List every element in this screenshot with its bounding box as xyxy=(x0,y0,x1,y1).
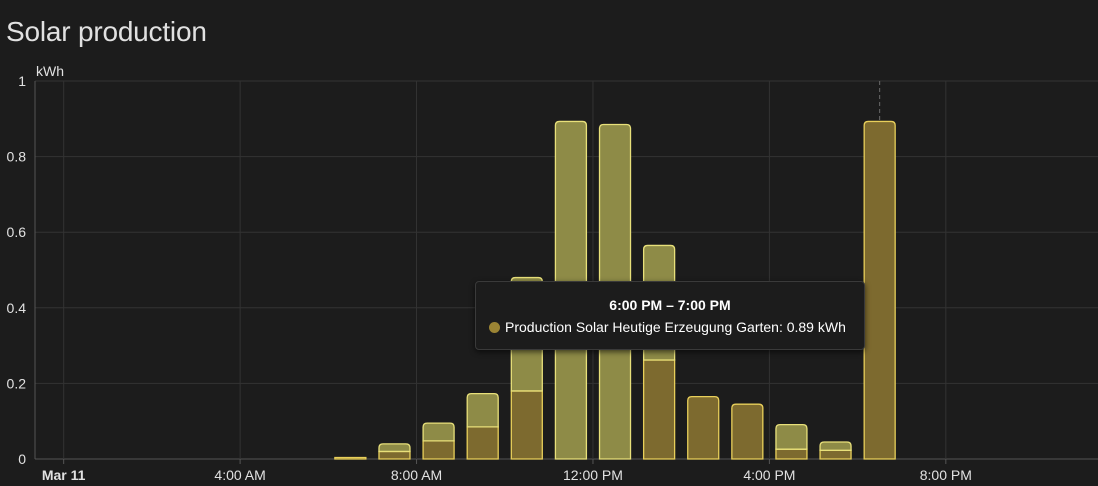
bar-segment-8h-series-1[interactable] xyxy=(422,422,455,442)
x-tick-label: 4:00 PM xyxy=(743,467,795,483)
bar-segment-14h-series-0[interactable] xyxy=(687,395,720,460)
bar-segment-7h-series-1[interactable] xyxy=(378,443,411,453)
y-tick-label: 0.4 xyxy=(7,300,27,316)
bar-segment-9h-series-0[interactable] xyxy=(466,426,499,460)
y-tick-label: 0.8 xyxy=(7,149,27,165)
chart-tooltip: 6:00 PM – 7:00 PM Production Solar Heuti… xyxy=(475,281,865,350)
bar-segment-8h-series-0[interactable] xyxy=(422,440,455,460)
x-tick-label: Mar 11 xyxy=(42,467,86,483)
bar-segment-9h-series-1[interactable] xyxy=(466,392,499,428)
y-tick-label: 1 xyxy=(18,73,26,89)
bar-segment-16h-series-1[interactable] xyxy=(775,423,808,450)
bar-segment-16h-series-0[interactable] xyxy=(775,448,808,460)
bar-segment-15h-series-0[interactable] xyxy=(731,403,764,460)
bar-segment-18h-series-0[interactable] xyxy=(863,120,896,460)
bar-segment-17h-series-1[interactable] xyxy=(819,441,852,451)
y-tick-label: 0 xyxy=(18,451,26,467)
tooltip-entry-text: Production Solar Heutige Erzeugung Garte… xyxy=(505,319,846,335)
x-tick-label: 8:00 AM xyxy=(391,467,442,483)
tooltip-entry: Production Solar Heutige Erzeugung Garte… xyxy=(489,319,846,335)
bar-segment-10h-series-0[interactable] xyxy=(510,390,543,460)
x-tick-label: 8:00 PM xyxy=(920,467,972,483)
y-axis-unit-label: kWh xyxy=(36,63,64,79)
chart-tick-labels: 0 0.2 0.4 0.6 0.8 1 Mar 11 4:00 AM 8:00 AM 12:00 … xyxy=(7,73,972,483)
chart-axes: kWh xyxy=(36,63,64,79)
bar-segment-13h-series-0[interactable] xyxy=(642,359,676,460)
x-tick-label: 4:00 AM xyxy=(214,467,265,483)
bar-segment-7h-series-0[interactable] xyxy=(378,450,411,460)
tooltip-title: 6:00 PM – 7:00 PM xyxy=(609,297,731,313)
bar-segment-17h-series-0[interactable] xyxy=(819,449,852,460)
y-tick-label: 0.6 xyxy=(7,224,27,240)
y-tick-label: 0.2 xyxy=(7,375,27,391)
series-color-dot-icon xyxy=(489,322,500,333)
bar-segment-6h-series-0[interactable] xyxy=(334,456,367,460)
x-tick-label: 12:00 PM xyxy=(563,467,623,483)
card-title: Solar production xyxy=(6,16,207,47)
